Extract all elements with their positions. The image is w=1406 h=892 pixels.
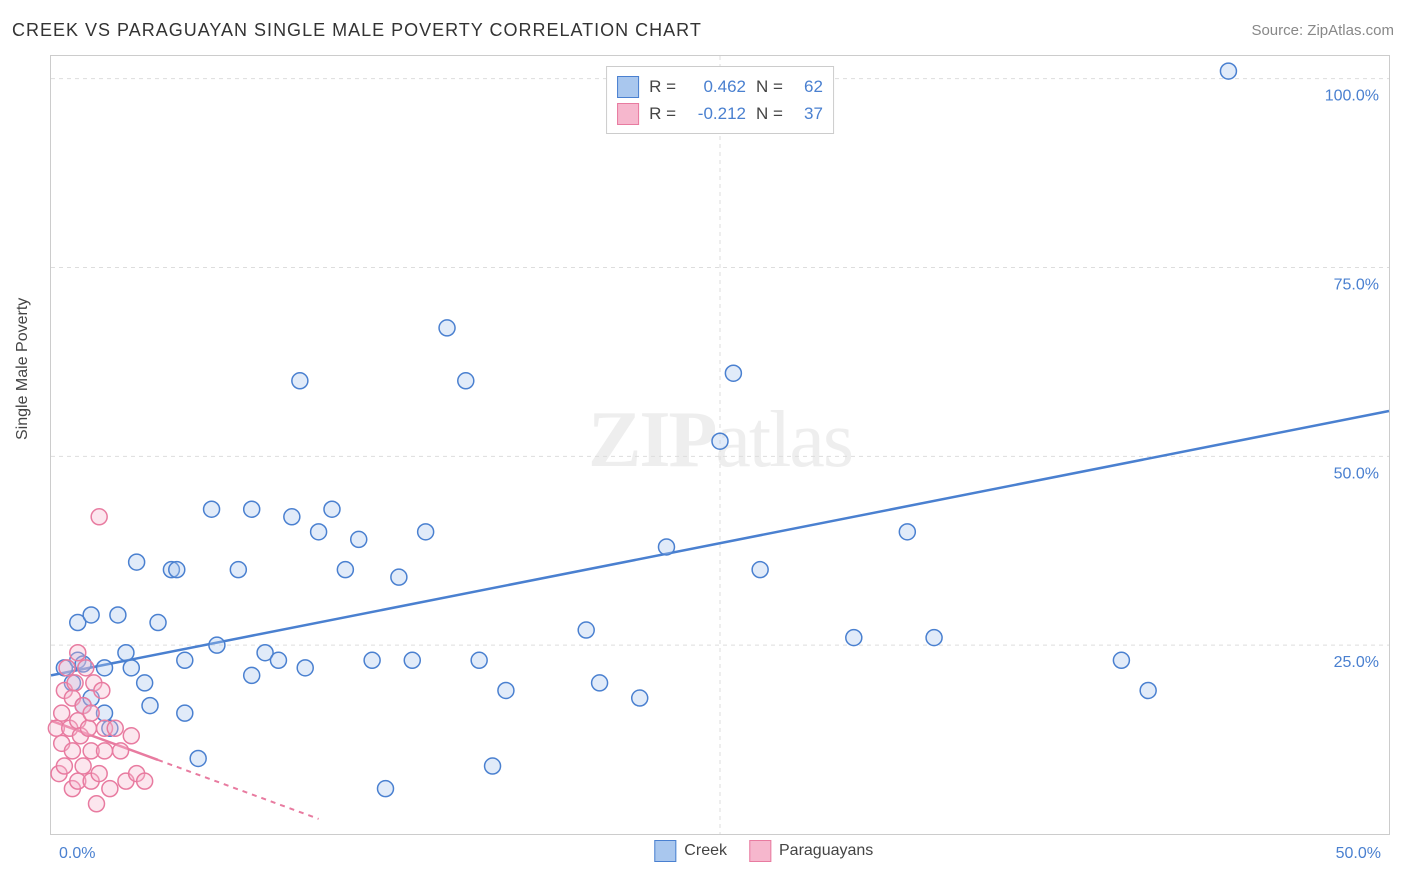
n-label: N =: [756, 73, 783, 100]
r-label: R =: [649, 73, 676, 100]
legend-label: Paraguayans: [779, 842, 873, 860]
legend-swatch: [654, 840, 676, 862]
svg-text:0.0%: 0.0%: [59, 845, 95, 862]
legend-item: Paraguayans: [749, 840, 873, 862]
n-label: N =: [756, 100, 783, 127]
legend-swatch: [749, 840, 771, 862]
svg-text:50.0%: 50.0%: [1336, 845, 1381, 862]
series-legend: Creek Paraguayans: [654, 840, 873, 862]
stats-legend-row: R = -0.212 N = 37: [617, 100, 823, 127]
n-value: 37: [793, 100, 823, 127]
svg-text:75.0%: 75.0%: [1334, 276, 1379, 293]
n-value: 62: [793, 73, 823, 100]
legend-swatch: [617, 76, 639, 98]
legend-item: Creek: [654, 840, 727, 862]
svg-text:50.0%: 50.0%: [1334, 465, 1379, 482]
r-value: -0.212: [686, 100, 746, 127]
stats-legend: R = 0.462 N = 62 R = -0.212 N = 37: [606, 66, 834, 134]
r-value: 0.462: [686, 73, 746, 100]
plot-outer: ZIPatlas 25.0%50.0%75.0%100.0%0.0%50.0% …: [50, 55, 1390, 835]
svg-text:100.0%: 100.0%: [1325, 88, 1379, 105]
legend-label: Creek: [684, 842, 727, 860]
svg-text:25.0%: 25.0%: [1334, 654, 1379, 671]
legend-swatch: [617, 103, 639, 125]
source-label: Source: ZipAtlas.com: [1251, 22, 1394, 39]
r-label: R =: [649, 100, 676, 127]
y-axis-label: Single Male Poverty: [14, 298, 32, 440]
scatter-plot: 25.0%50.0%75.0%100.0%0.0%50.0%: [51, 56, 1389, 834]
chart-title: CREEK VS PARAGUAYAN SINGLE MALE POVERTY …: [12, 20, 702, 41]
stats-legend-row: R = 0.462 N = 62: [617, 73, 823, 100]
